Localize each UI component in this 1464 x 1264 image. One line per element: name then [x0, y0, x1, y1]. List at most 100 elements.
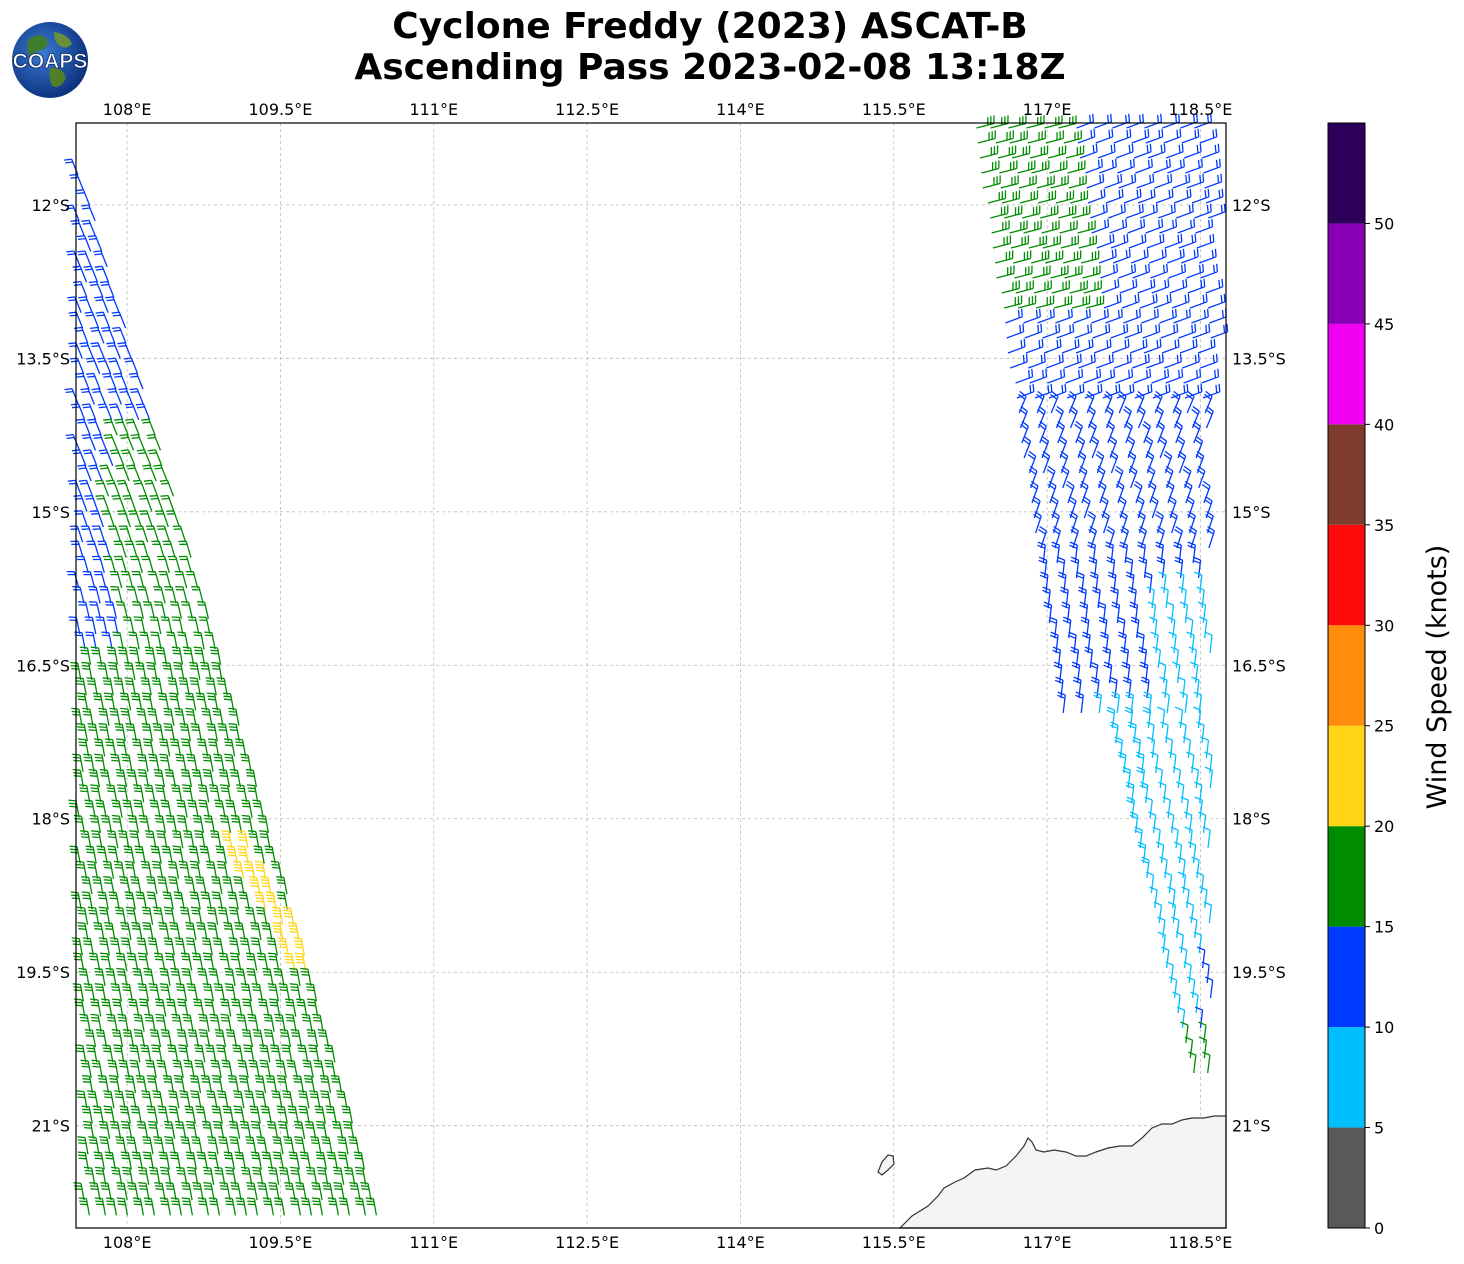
wind-barb	[97, 403, 113, 421]
wind-barb	[79, 342, 94, 359]
wind-barb	[120, 1120, 133, 1140]
wind-barb	[109, 570, 123, 589]
wind-barb	[1165, 601, 1175, 624]
wind-barb	[1165, 480, 1175, 504]
wind-barb	[1176, 781, 1185, 804]
wind-barb	[198, 799, 210, 818]
lat-ticks-left: 12°S 13.5°S 15°S 16.5°S 18°S 19.5°S 21°S	[16, 196, 70, 1136]
wind-barb	[153, 952, 166, 971]
wind-barb	[103, 433, 119, 451]
wind-barb	[218, 1136, 230, 1155]
wind-barb	[1133, 143, 1152, 159]
wind-barb	[282, 906, 295, 925]
wind-barb	[105, 1197, 118, 1216]
wind-barb	[1121, 661, 1131, 684]
wind-barb	[97, 1074, 110, 1094]
wind-barb	[1001, 190, 1021, 204]
wind-barb	[247, 1013, 259, 1032]
wind-barb	[148, 1166, 161, 1185]
wind-barb	[284, 1182, 296, 1201]
wind-barb	[1013, 250, 1032, 264]
wind-barb	[213, 753, 225, 772]
wind-barb	[1210, 323, 1229, 339]
lat-tick-label: 15°S	[31, 503, 70, 522]
wind-barb	[1167, 158, 1185, 174]
wind-barb	[1124, 556, 1134, 579]
colorbar-tick-label: 0	[1374, 1219, 1384, 1238]
wind-barb	[156, 525, 171, 543]
wind-barb	[1077, 128, 1096, 144]
wind-barb	[175, 586, 188, 604]
wind-barb	[113, 677, 125, 696]
wind-barb	[224, 1197, 237, 1216]
wind-barb	[1006, 323, 1025, 339]
wind-barb	[316, 1166, 329, 1185]
wind-barb	[147, 449, 163, 466]
wind-barb	[246, 1197, 259, 1216]
wind-barb	[1149, 616, 1158, 639]
wind-barb	[158, 738, 171, 757]
wind-barb	[1185, 616, 1194, 639]
wind-barb	[129, 555, 143, 573]
wind-barb	[1015, 368, 1034, 384]
wind-barb	[95, 1029, 108, 1048]
wind-barb	[144, 784, 156, 803]
wind-barb	[311, 1182, 323, 1201]
wind-barb	[290, 1029, 303, 1048]
wind-barb	[146, 433, 162, 451]
wind-barb	[303, 1074, 316, 1094]
wind-barb	[128, 510, 142, 528]
lat-tick-label: 13.5°S	[16, 349, 70, 368]
wind-barb	[228, 707, 240, 726]
wind-barb	[298, 1090, 310, 1109]
wind-barb	[1076, 113, 1095, 129]
wind-barb	[159, 1166, 172, 1185]
wind-barb	[194, 1059, 206, 1078]
wind-barb	[1097, 601, 1107, 624]
wind-barb	[142, 1136, 154, 1155]
wind-barb	[218, 952, 231, 971]
wind-barb	[324, 1059, 336, 1078]
wind-barb	[80, 525, 95, 543]
wind-barb	[203, 1182, 215, 1201]
wind-barb	[207, 1136, 219, 1155]
wind-barb	[1158, 781, 1167, 804]
wind-barb	[107, 830, 119, 849]
wind-barb	[206, 1090, 218, 1109]
wind-barb	[987, 190, 1007, 204]
wind-barb	[260, 876, 272, 895]
wind-barb	[179, 1090, 191, 1109]
wind-barb	[1160, 586, 1169, 609]
wind-barb	[179, 906, 192, 925]
wind-barb	[72, 280, 88, 298]
wind-barb	[242, 998, 254, 1017]
wind-barb	[1104, 173, 1123, 189]
wind-barb	[129, 1044, 141, 1063]
wind-barb	[185, 937, 197, 956]
wind-barb	[115, 601, 129, 619]
wind-barb	[279, 1029, 292, 1048]
wind-barb	[139, 631, 151, 650]
wind-barb	[1077, 220, 1096, 234]
wind-barb	[255, 1090, 267, 1109]
wind-barb	[202, 983, 215, 1002]
wind-barb	[235, 1197, 248, 1216]
wind-barb	[1041, 450, 1051, 474]
wind-barb	[1024, 323, 1043, 339]
wind-barb	[155, 998, 167, 1017]
wind-barb	[182, 646, 195, 665]
wind-barb	[193, 998, 205, 1017]
wind-barb	[1051, 280, 1070, 294]
wind-barb	[121, 1166, 134, 1185]
lon-tick-label: 114°E	[716, 100, 765, 119]
wind-barb	[142, 738, 155, 757]
wind-barb	[80, 388, 96, 405]
wind-barb	[261, 921, 273, 941]
wind-barb	[143, 967, 155, 987]
wind-barb	[161, 845, 173, 864]
wind-barb	[1114, 353, 1132, 369]
wind-barb	[173, 1074, 186, 1094]
wind-barb	[64, 388, 80, 405]
wind-barb	[1085, 158, 1103, 174]
